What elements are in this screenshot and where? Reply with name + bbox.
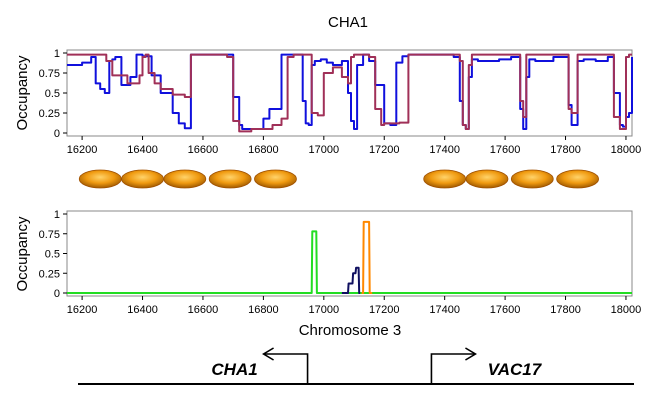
bottom-y-axis-label: Occupancy bbox=[14, 216, 31, 292]
bottom-plot-area: 0 0.25 0.5 0.75 1 16200 16400 16600 16800 17000 17… bbox=[39, 209, 642, 316]
top-y-tick-label: 0 bbox=[54, 128, 60, 140]
bottom-x-tick-label: 16200 bbox=[67, 304, 98, 316]
top-series-blue bbox=[67, 53, 633, 130]
top-y-tick-label: 1 bbox=[54, 48, 60, 60]
bottom-x-tick-label: 18000 bbox=[611, 304, 642, 316]
bottom-y-tick-label: 1 bbox=[54, 209, 60, 221]
top-plot-area: 0 0.25 0.5 0.75 1 16200 16400 16600 16800 17000 17… bbox=[39, 48, 642, 156]
nucleosome bbox=[556, 169, 600, 189]
bottom-x-tick-label: 17800 bbox=[550, 304, 581, 316]
top-x-tick-label: 17000 bbox=[309, 144, 340, 156]
gene-arrow-cha1 bbox=[263, 353, 309, 384]
top-y-axis-label: Occupancy bbox=[14, 55, 31, 131]
bottom-x-tick-label: 16400 bbox=[127, 304, 158, 316]
x-axis-label: Chromosome 3 bbox=[299, 322, 402, 339]
bottom-y-tick-label: 0 bbox=[54, 288, 60, 300]
nucleosome bbox=[208, 169, 252, 189]
bottom-x-tick-label: 16800 bbox=[248, 304, 279, 316]
nucleosome bbox=[423, 169, 467, 189]
nucleosome bbox=[254, 169, 297, 189]
arrowhead-icon bbox=[262, 347, 274, 361]
top-x-tick-label: 16600 bbox=[188, 144, 219, 156]
top-y-tick-label: 0.25 bbox=[39, 108, 60, 120]
top-series-red bbox=[67, 53, 632, 133]
top-x-tick-label: 16400 bbox=[127, 144, 158, 156]
nucleosome-row bbox=[78, 169, 600, 189]
bottom-y-tick-label: 0.75 bbox=[39, 229, 60, 241]
top-x-tick-label: 17400 bbox=[429, 144, 460, 156]
nucleosome bbox=[163, 169, 207, 189]
bottom-x-tick-label: 17400 bbox=[429, 304, 460, 316]
gene-label-vac17: VAC17 bbox=[488, 360, 543, 379]
top-chart-title: CHA1 bbox=[328, 14, 368, 31]
top-x-tick-label: 17600 bbox=[490, 144, 521, 156]
top-x-tick-label: 17200 bbox=[369, 144, 400, 156]
bottom-chart: Occupancy 0 0.25 0.5 0.75 1 16200 16400 16600 16… bbox=[14, 209, 641, 339]
bottom-x-tick-label: 17000 bbox=[309, 304, 340, 316]
bottom-y-tick-label: 0.25 bbox=[39, 268, 60, 280]
gene-diagram: CHA1 VAC17 bbox=[78, 347, 634, 385]
nucleosome bbox=[465, 169, 509, 189]
nucleosome bbox=[78, 169, 122, 189]
nucleosome bbox=[510, 169, 554, 189]
bottom-y-tick-label: 0.5 bbox=[45, 249, 60, 261]
bottom-series-orange bbox=[361, 220, 373, 294]
bottom-x-tick-label: 17200 bbox=[369, 304, 400, 316]
top-x-tick-label: 16200 bbox=[67, 144, 98, 156]
top-y-tick-label: 0.5 bbox=[45, 88, 60, 100]
top-x-tick-label: 18000 bbox=[611, 144, 642, 156]
top-x-tick-label: 16800 bbox=[248, 144, 279, 156]
bottom-x-tick-label: 16600 bbox=[188, 304, 219, 316]
top-x-tick-label: 17800 bbox=[550, 144, 581, 156]
arrowhead-icon bbox=[465, 347, 477, 361]
top-y-tick-label: 0.75 bbox=[39, 68, 60, 80]
top-chart: CHA1 Occupancy 0 0.25 0.5 0.75 1 16200 16400 16… bbox=[14, 14, 641, 156]
nucleosome bbox=[121, 169, 164, 189]
gene-arrow-vac17 bbox=[430, 353, 476, 384]
bottom-x-tick-label: 17600 bbox=[490, 304, 521, 316]
bottom-series-navy bbox=[341, 266, 361, 294]
gene-label-cha1: CHA1 bbox=[211, 360, 257, 379]
